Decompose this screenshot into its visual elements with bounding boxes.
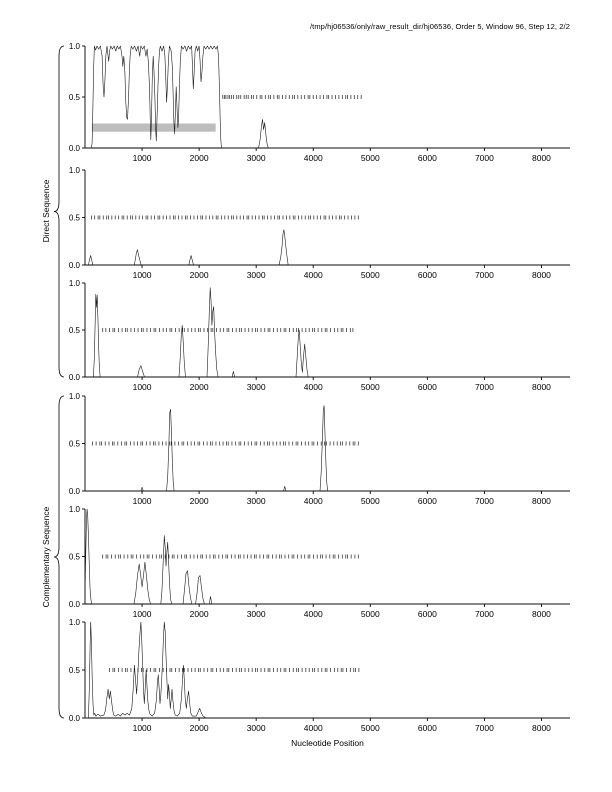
- y-tick-label: 0.0: [69, 600, 81, 609]
- x-tick-label: 2000: [190, 382, 209, 392]
- x-tick-label: 7000: [475, 609, 494, 619]
- x-tick-label: 5000: [361, 270, 380, 280]
- x-tick-label: 6000: [418, 382, 437, 392]
- x-tick-label: 3000: [247, 496, 266, 506]
- x-tick-label: 6000: [418, 270, 437, 280]
- x-tick-label: 2000: [190, 609, 209, 619]
- x-tick-label: 8000: [532, 609, 551, 619]
- x-tick-label: 2000: [190, 153, 209, 163]
- y-tick-label: 0.5: [69, 93, 81, 102]
- y-tick-label: 1.0: [69, 618, 81, 627]
- x-tick-label: 1000: [133, 382, 152, 392]
- x-tick-label: 7000: [475, 382, 494, 392]
- orf-markers: [109, 668, 360, 672]
- x-tick-label: 5000: [361, 382, 380, 392]
- panel-5: 0.0 0.5 1.0 1000 2000 3000 4000 5000 6000 7000 800…: [69, 505, 570, 619]
- x-axis-title: Nucleotide Position: [291, 738, 364, 748]
- x-tick-label: 3000: [247, 382, 266, 392]
- y-tick-label: 0.0: [69, 373, 81, 382]
- orf-markers: [102, 328, 354, 332]
- y-tick-label: 1.0: [69, 42, 81, 51]
- probability-curve: [85, 45, 570, 149]
- x-tick-label: 4000: [304, 382, 323, 392]
- x-tick-label: 3000: [247, 153, 266, 163]
- x-tick-label: 5000: [361, 723, 380, 733]
- x-tick-label: 3000: [247, 270, 266, 280]
- direct-group-brace: [53, 45, 65, 378]
- x-tick-label: 7000: [475, 270, 494, 280]
- x-tick-label: 6000: [418, 153, 437, 163]
- probability-curve: [85, 621, 570, 719]
- x-tick-label: 2000: [190, 496, 209, 506]
- x-tick-label: 8000: [532, 382, 551, 392]
- x-tick-label: 5000: [361, 609, 380, 619]
- y-tick-label: 0.0: [69, 261, 81, 270]
- x-tick-label: 4000: [304, 270, 323, 280]
- x-tick-label: 1000: [133, 496, 152, 506]
- y-tick-label: 0.5: [69, 439, 81, 448]
- x-tick-label: 7000: [475, 153, 494, 163]
- x-tick-label: 8000: [532, 496, 551, 506]
- coding-band: [91, 123, 216, 132]
- panel-4: 0.0 0.5 1.0 1000 2000 3000 4000 5000 6000 7000 800…: [69, 392, 570, 506]
- y-tick-label: 1.0: [69, 279, 81, 288]
- orf-markers: [92, 441, 359, 446]
- orf-markers: [102, 554, 359, 559]
- x-tick-label: 1000: [133, 153, 152, 163]
- x-tick-label: 2000: [190, 723, 209, 733]
- x-tick-label: 3000: [247, 723, 266, 733]
- x-tick-label: 4000: [304, 609, 323, 619]
- x-tick-label: 6000: [418, 723, 437, 733]
- panel-2: 0.0 0.5 1.0 1000 2000 3000 4000 5000 6000 7000 800…: [69, 166, 570, 280]
- y-tick-label: 0.0: [69, 144, 81, 153]
- y-tick-label: 0.5: [69, 552, 81, 561]
- x-tick-label: 8000: [532, 723, 551, 733]
- probability-curve: [84, 508, 570, 605]
- x-tick-label: 1000: [133, 609, 152, 619]
- x-tick-label: 6000: [418, 496, 437, 506]
- x-tick-label: 6000: [418, 609, 437, 619]
- x-tick-label: 4000: [304, 153, 323, 163]
- y-tick-label: 0.5: [69, 666, 81, 675]
- y-tick-label: 0.5: [69, 213, 81, 222]
- panel-3: 0.0 0.5 1.0 1000 2000 3000 4000 5000 6000 7000 800…: [69, 279, 570, 392]
- x-tick-label: 1000: [133, 270, 152, 280]
- panel-1: 0.0 0.5 1.0 1000 2000 3000 4000 5000 6000 7000 800…: [69, 42, 570, 163]
- x-tick-label: 5000: [361, 153, 380, 163]
- x-tick-label: 7000: [475, 723, 494, 733]
- complementary-group-brace: [53, 395, 65, 719]
- x-tick-label: 4000: [304, 496, 323, 506]
- probability-curve: [85, 287, 570, 378]
- y-tick-label: 1.0: [69, 166, 81, 175]
- x-tick-label: 5000: [361, 496, 380, 506]
- x-tick-label: 7000: [475, 496, 494, 506]
- plot-title: /tmp/hj06536/only/raw_result_dir/hj06536…: [309, 22, 570, 31]
- x-tick-label: 8000: [532, 153, 551, 163]
- x-tick-label: 3000: [247, 609, 266, 619]
- orf-markers: [222, 95, 362, 99]
- probability-curve: [85, 229, 570, 266]
- x-tick-label: 2000: [190, 270, 209, 280]
- y-tick-label: 1.0: [69, 392, 81, 401]
- y-tick-label: 0.0: [69, 714, 81, 723]
- y-tick-label: 1.0: [69, 505, 81, 514]
- x-tick-label: 4000: [304, 723, 323, 733]
- orf-markers: [91, 215, 359, 220]
- y-tick-label: 0.5: [69, 326, 81, 335]
- x-tick-label: 1000: [133, 723, 152, 733]
- probability-curve: [85, 405, 570, 492]
- panel-6: 0.0 0.5 1.0 1000 2000 3000 4000 5000 6000 7000 800…: [69, 618, 570, 733]
- y-tick-label: 0.0: [69, 487, 81, 496]
- x-tick-label: 8000: [532, 270, 551, 280]
